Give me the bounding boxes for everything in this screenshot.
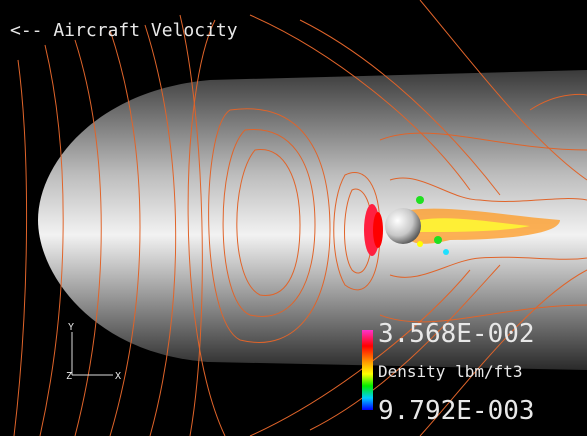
color-bar [362, 330, 373, 410]
legend-max: 3.568E-002 [378, 319, 535, 349]
axis-label-x: X [115, 371, 121, 382]
axis-label-y: Y [68, 322, 74, 333]
axis-label-z: Z [66, 371, 72, 382]
title: <-- Aircraft Velocity [10, 20, 238, 41]
scene: <-- Aircraft Velocity 3.568E-002 Density… [0, 0, 587, 436]
page: {"header": {"title": "<-- Aircraft Veloc… [0, 0, 587, 436]
legend-quantity: Density lbm/ft3 [378, 362, 523, 381]
legend-min: 9.792E-003 [378, 396, 535, 426]
sphere [385, 208, 421, 244]
